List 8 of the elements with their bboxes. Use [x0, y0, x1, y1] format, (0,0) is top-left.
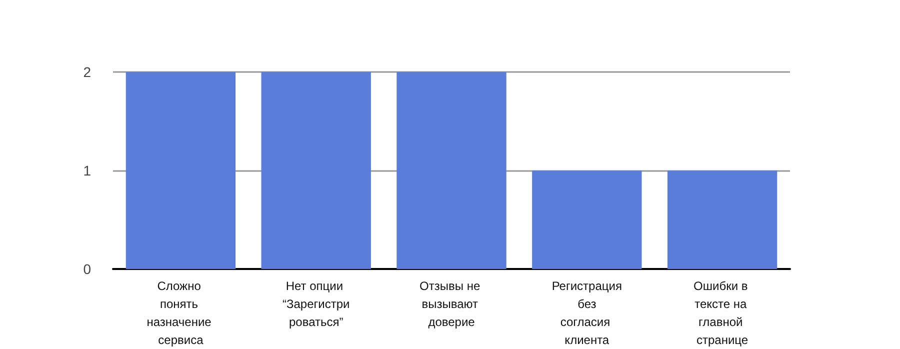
x-tick-label: Регистрация без согласия клиента: [552, 279, 622, 347]
y-tick-label: 1: [83, 162, 92, 178]
x-tick-label: Ошибки в тексте на главной странице: [694, 279, 752, 347]
x-tick-label: Нет опции “Зарегистрироваться”: [282, 279, 350, 329]
x-tick-label: Сложно понять назначение сервиса: [146, 279, 215, 347]
y-tick-label: 0: [83, 261, 92, 277]
x-tick-label: Отзывы не вызывают доверие: [420, 279, 484, 329]
y-tick-label: 2: [83, 64, 92, 80]
